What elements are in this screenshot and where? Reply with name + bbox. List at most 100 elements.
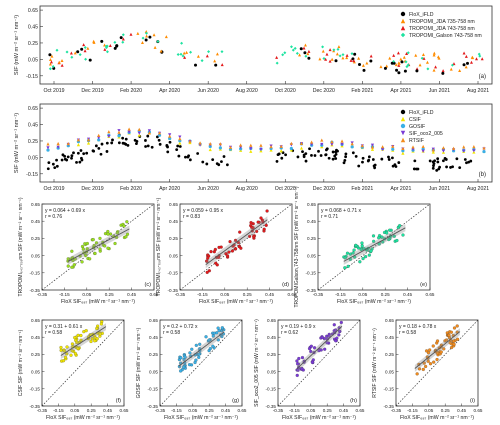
data-point: [144, 145, 147, 148]
data-point: [94, 241, 99, 245]
data-point: [98, 236, 102, 240]
data-point: [275, 61, 279, 65]
y-tick-label: 0.45: [31, 219, 40, 224]
data-point: [208, 346, 212, 351]
data-point: [377, 236, 381, 240]
data-point: [335, 52, 339, 56]
correlation-r: r = 0.58: [399, 330, 416, 336]
data-point: [63, 154, 67, 158]
data-point: [51, 162, 55, 166]
data-point: [204, 335, 208, 339]
data-point: [86, 138, 91, 142]
data-point: [276, 153, 280, 157]
data-point: [147, 129, 151, 133]
data-point: [371, 158, 375, 161]
data-point: [310, 153, 313, 157]
data-point: [467, 160, 471, 164]
data-point: [141, 36, 145, 40]
data-point: [452, 62, 456, 66]
data-point: [59, 345, 63, 350]
data-point: [332, 48, 336, 52]
data-point: [320, 335, 324, 340]
y-axis-label: TROPOMI₆₄₃-₇₅₈nm SIF (mW m⁻² sr⁻¹ nm⁻¹): [18, 197, 24, 296]
data-point: [420, 56, 424, 60]
data-point: [428, 362, 433, 366]
y-tick-label: 0.25: [385, 352, 394, 357]
data-point: [179, 356, 183, 360]
data-point: [335, 336, 339, 340]
x-axis-label: FloX SIF₆₈₇ (mW m⁻² sr⁻¹ nm⁻¹): [46, 415, 120, 421]
legend-marker: [400, 123, 406, 129]
data-point: [79, 149, 83, 152]
data-point: [289, 146, 293, 151]
data-point: [47, 161, 51, 165]
correlation-r: r = 0.83: [183, 214, 200, 220]
data-point: [422, 361, 426, 365]
data-point: [86, 141, 91, 145]
data-point: [129, 32, 133, 36]
data-point: [205, 162, 209, 166]
panel-label: (b): [479, 172, 486, 178]
data-point: [135, 142, 138, 145]
data-point: [70, 349, 74, 353]
data-point: [70, 249, 74, 253]
data-point: [299, 146, 304, 150]
y-tick-label: 0.45: [307, 219, 316, 224]
data-point: [156, 135, 159, 139]
data-point: [225, 254, 230, 258]
data-point: [432, 162, 436, 166]
data-point: [280, 156, 284, 160]
data-point: [259, 216, 263, 220]
data-point: [465, 161, 468, 165]
data-point: [214, 63, 218, 67]
y-tick-label: 0.45: [31, 335, 40, 340]
x-tick-label: 0.05: [358, 292, 367, 297]
data-point: [342, 161, 346, 165]
data-point: [168, 136, 172, 141]
one-to-one-line: [41, 319, 125, 407]
data-point: [426, 359, 430, 363]
data-point: [79, 333, 83, 338]
data-point: [358, 260, 362, 264]
data-point: [166, 150, 170, 154]
data-point: [313, 154, 317, 157]
plot-frame: [395, 319, 479, 407]
data-point: [431, 166, 435, 170]
data-point: [295, 51, 299, 55]
data-point: [449, 330, 453, 334]
data-point: [148, 35, 152, 39]
data-point: [145, 34, 149, 38]
regression-equation: y = 0.2 + 0.72 x: [163, 324, 198, 330]
x-tick-label: Jun 2021: [429, 186, 450, 192]
x-tick-label: Apr 2020: [159, 186, 180, 192]
data-point: [237, 245, 241, 249]
y-tick-label: 0.05: [31, 253, 40, 258]
one-to-one-line: [395, 319, 479, 407]
y-tick-label: 0.65: [28, 8, 38, 14]
y-tick-label: 0.25: [31, 352, 40, 357]
data-point: [444, 158, 448, 161]
data-point: [205, 54, 209, 58]
data-point: [158, 142, 162, 146]
data-point: [279, 144, 283, 148]
data-point: [330, 57, 334, 61]
data-point: [334, 339, 338, 343]
y-tick-label: -0.35: [148, 404, 159, 409]
x-tick-label: -0.35: [391, 408, 402, 413]
regression-equation: y = 0.064 + 0.69 x: [45, 208, 86, 214]
data-point: [208, 147, 212, 152]
data-point: [122, 224, 126, 228]
data-point: [370, 145, 375, 149]
data-point: [310, 140, 314, 144]
y-tick-label: 0.05: [385, 369, 394, 374]
data-point: [168, 140, 172, 144]
data-point: [469, 60, 473, 64]
panel-label: (f): [116, 398, 121, 404]
x-tick-label: 0.05: [424, 408, 433, 413]
data-point: [126, 143, 130, 147]
data-point: [146, 134, 150, 138]
data-point: [80, 47, 84, 51]
data-point: [412, 167, 416, 171]
data-point: [345, 251, 350, 255]
regression-line: [205, 219, 268, 265]
